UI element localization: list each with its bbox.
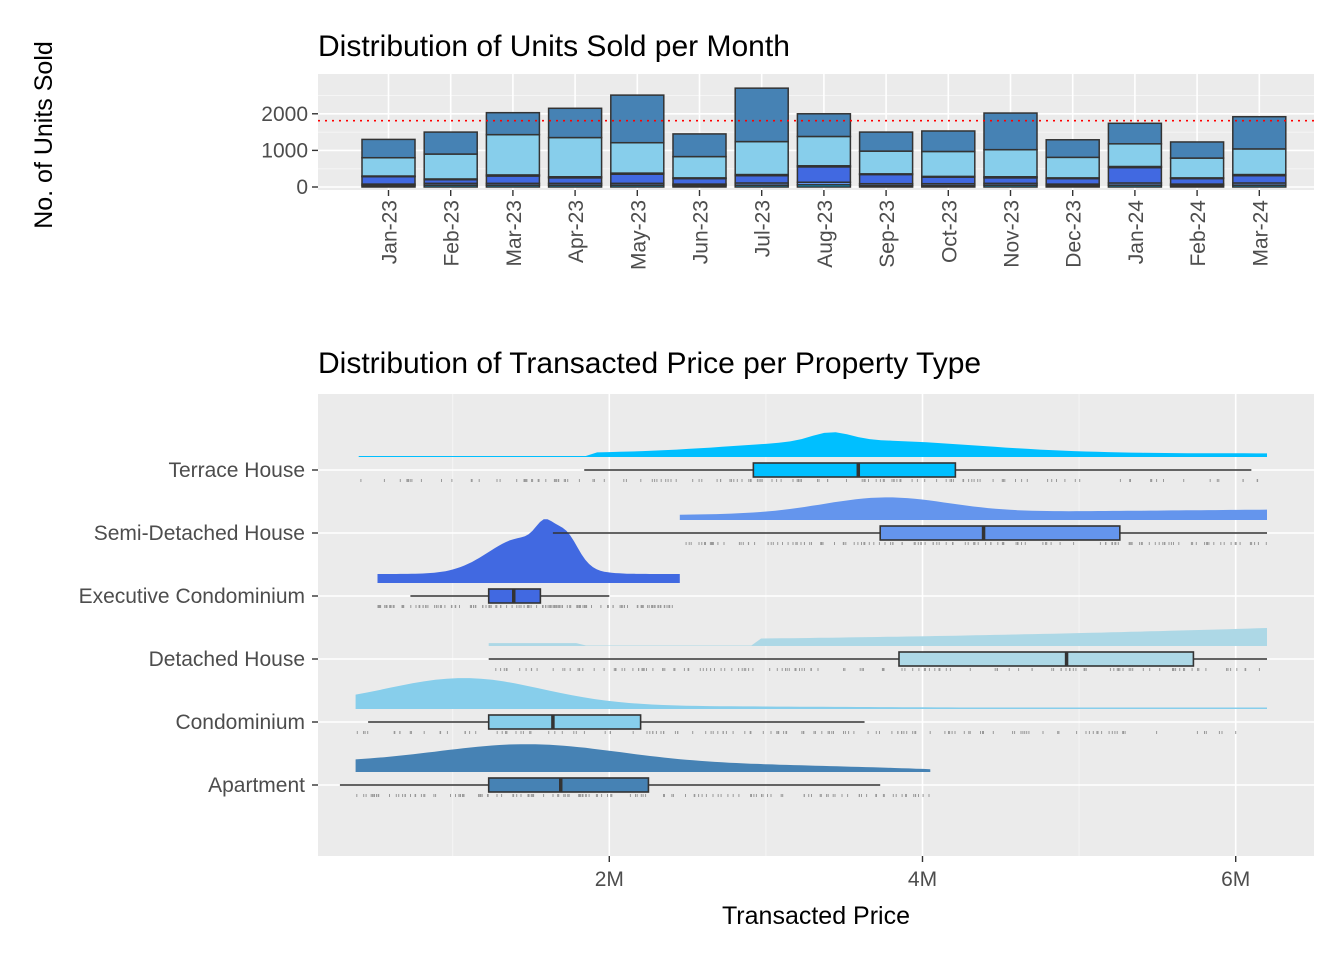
bar-segment-Apr-23-4	[547, 136, 603, 178]
bottom-x-tick-label: 6M	[1221, 868, 1250, 891]
box-Apartment	[487, 777, 650, 793]
bottom-y-tick-label: Semi-Detached House	[94, 522, 305, 545]
bar-segment-Jan-23-4	[361, 156, 416, 177]
bar-segment-Jun-23-5	[672, 133, 727, 158]
bar-segment-Aug-23-5	[796, 113, 852, 138]
top-x-tick-label: Jul-23	[752, 200, 775, 257]
top-y-ticks: 0 1000 2000	[261, 103, 318, 199]
bar-segment-Feb-24-4	[1169, 157, 1225, 179]
bar-segment-Nov-23-5	[983, 112, 1038, 151]
bar-segment-Aug-23-2	[796, 166, 852, 183]
bar-segment-Dec-23-2	[1045, 177, 1100, 185]
top-x-tick-label: Apr-23	[565, 200, 588, 263]
top-x-ticks: Jan-23 Feb-23 Mar-23 Apr-23 May-23 Jun-23 Jul-…	[379, 190, 1272, 270]
top-x-tick-label: Nov-23	[1001, 200, 1024, 268]
bar-segment-Jan-24-4	[1107, 143, 1163, 168]
bottom-x-tick-label: 2M	[595, 868, 624, 891]
bar-segment-Jan-23-2	[361, 175, 416, 185]
density-cloud-Executive Condominium	[377, 519, 680, 583]
density-cloud-Condominium	[355, 678, 1268, 709]
bar-segment-Nov-23-4	[983, 148, 1038, 178]
top-x-tick-label: Jan-23	[379, 200, 402, 264]
bar-segment-Jun-23-2	[672, 177, 727, 185]
bottom-y-tick-label: Detached House	[149, 648, 305, 671]
top-x-tick-label: Sep-23	[876, 200, 899, 268]
top-y-tick-label: 0	[296, 176, 308, 199]
top-bars	[361, 87, 1287, 188]
bar-segment-Jan-24-2	[1107, 166, 1163, 184]
bar-segment-Jan-23-5	[361, 138, 416, 159]
density-cloud-Terrace House	[358, 432, 1267, 457]
density-cloud-Detached House	[488, 628, 1267, 646]
bar-segment-May-23-2	[610, 173, 665, 185]
box-Terrace House	[752, 462, 957, 478]
bottom-y-tick-label: Apartment	[208, 774, 305, 797]
top-x-tick-label: Aug-23	[814, 200, 837, 268]
bar-segment-Mar-24-2	[1232, 174, 1287, 184]
bottom-y-tick-label: Condominium	[175, 711, 305, 734]
top-y-tick-label: 1000	[261, 139, 308, 162]
bar-segment-Jan-24-5	[1107, 122, 1163, 145]
top-x-tick-label: Dec-23	[1063, 200, 1086, 268]
box-Detached House	[898, 651, 1195, 667]
bar-segment-Oct-23-2	[921, 176, 976, 185]
bar-segment-Sep-23-5	[858, 131, 914, 152]
bottom-x-tick-label: 4M	[908, 868, 937, 891]
top-x-tick-label: Mar-24	[1249, 200, 1272, 267]
bar-segment-Dec-23-5	[1045, 139, 1100, 159]
bar-segment-Feb-23-5	[423, 131, 478, 155]
bar-segment-Jun-23-4	[672, 155, 727, 179]
bottom-x-ticks: 2M 4M 6M	[595, 856, 1250, 891]
bottom-chart-title: Distribution of Transacted Price per Pro…	[318, 347, 981, 380]
bar-segment-Sep-23-4	[858, 150, 914, 175]
top-chart-title: Distribution of Units Sold per Month	[318, 30, 790, 63]
bar-segment-Aug-23-4	[796, 135, 852, 167]
bottom-x-axis-label: Transacted Price	[722, 902, 910, 930]
density-cloud-Apartment	[355, 744, 931, 772]
top-x-tick-label: Oct-23	[938, 200, 961, 263]
bar-segment-Apr-23-5	[547, 107, 603, 139]
bar-segment-Mar-24-5	[1232, 115, 1287, 150]
bottom-boxplots	[339, 462, 1268, 793]
top-y-axis-label: No. of Units Sold	[30, 41, 58, 229]
bar-segment-May-23-5	[610, 94, 665, 144]
top-y-tick-label: 2000	[261, 103, 308, 126]
bottom-y-tick-label: Terrace House	[168, 459, 305, 482]
bottom-density-clouds	[355, 432, 1268, 772]
bar-segment-Dec-23-4	[1045, 156, 1100, 179]
bar-segment-Jul-23-5	[734, 87, 789, 143]
bar-segment-Sep-23-2	[858, 173, 914, 185]
top-x-tick-label: May-23	[627, 200, 650, 270]
bottom-rain-points	[356, 479, 1267, 797]
box-Semi-Detached House	[879, 525, 1121, 541]
bar-segment-Jul-23-4	[734, 140, 789, 176]
bar-segment-Jul-23-2	[734, 174, 789, 184]
bar-segment-Mar-23-2	[485, 175, 541, 185]
bar-segment-Oct-23-4	[921, 150, 976, 178]
bar-segment-Mar-24-4	[1232, 148, 1287, 176]
bar-segment-Nov-23-2	[983, 177, 1038, 185]
box-Condominium	[487, 714, 642, 730]
bar-segment-Apr-23-2	[547, 177, 603, 185]
bar-segment-Feb-24-2	[1169, 177, 1225, 185]
density-cloud-Semi-Detached House	[679, 497, 1267, 520]
bar-segment-Mar-23-5	[485, 111, 541, 136]
bottom-y-ticks: Apartment Condominium Detached House Execut…	[79, 459, 318, 797]
bar-segment-Oct-23-5	[921, 130, 976, 153]
bar-segment-Feb-23-4	[423, 153, 478, 180]
bar-segment-May-23-4	[610, 141, 665, 174]
top-x-tick-label: Jun-23	[690, 200, 713, 264]
top-x-tick-label: Feb-24	[1187, 200, 1210, 267]
top-x-tick-label: Jan-24	[1125, 200, 1148, 265]
top-x-tick-label: Feb-23	[441, 200, 464, 267]
top-x-tick-label: Mar-23	[503, 200, 526, 267]
bottom-y-tick-label: Executive Condominium	[79, 585, 305, 608]
bar-segment-Feb-24-5	[1169, 141, 1225, 159]
bar-segment-Mar-23-4	[485, 133, 541, 176]
